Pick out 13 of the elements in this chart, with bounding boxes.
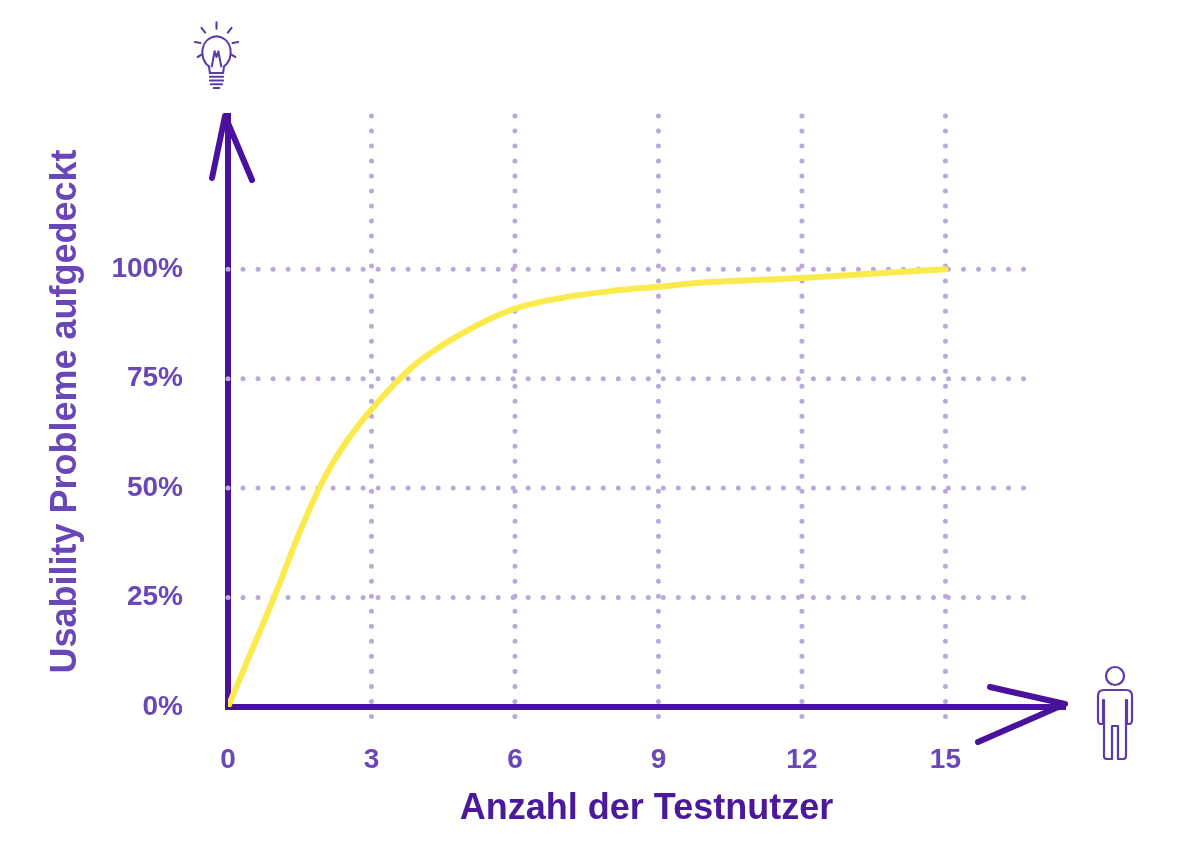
x-tick-label: 12 [786,742,818,774]
y-tick-label: 100% [111,251,184,283]
x-tick-label: 15 [929,742,962,774]
x-tick-label: 9 [650,742,667,774]
y-tick-label: 25% [126,580,184,612]
x-tick-label: 0 [220,742,236,774]
y-tick-label: 0% [142,689,184,721]
y-tick-label: 75% [126,361,184,393]
x-axis-title: Anzahl der Testnutzer [459,786,834,828]
y-tick-label: 50% [126,470,184,502]
x-tick-label: 6 [507,742,523,774]
x-tick-label: 3 [363,742,380,774]
y-axis-title: Usability Probleme aufgedeckt [42,149,84,674]
